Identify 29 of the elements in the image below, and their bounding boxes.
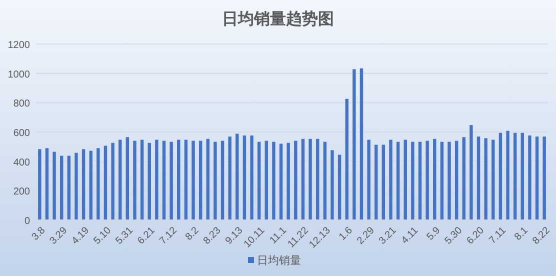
y-tick-label: 0 [24, 216, 30, 227]
x-tick-label: 7.11 [487, 224, 509, 246]
x-tick-label: 6.21 [136, 224, 158, 247]
x-tick-label: 8.2 [184, 224, 202, 243]
x-tick-label: 5.9 [424, 224, 443, 243]
x-tick-label: 5.30 [442, 224, 465, 247]
x-tick-label: 8.1 [512, 224, 531, 243]
x-tick-label: 4.19 [70, 224, 92, 247]
x-tick-label: 9.13 [224, 224, 246, 247]
y-tick-label: 200 [13, 186, 30, 198]
x-tick-label: 5.10 [92, 224, 114, 247]
x-tick-label: 8.23 [202, 224, 224, 247]
y-tick-label: 400 [13, 157, 30, 168]
y-tick-label: 1200 [8, 40, 30, 51]
x-tick-label: 5.31 [114, 224, 136, 247]
x-tick-label: 3.21 [377, 224, 399, 247]
x-tick-label: 6.20 [464, 224, 487, 247]
x-tick-label: 3.8 [30, 224, 48, 243]
x-tick-label: 8.22 [530, 224, 553, 247]
x-tick-label: 3.29 [48, 224, 70, 247]
x-tick-label: 1.6 [337, 224, 356, 243]
y-tick-label: 1000 [8, 69, 30, 80]
chart-title: 日均销量趋势图 [222, 10, 334, 28]
x-tick-label: 11.1 [268, 224, 290, 246]
x-tick-label: 7.12 [158, 224, 180, 247]
x-tick-label: 4.11 [400, 224, 421, 246]
y-tick-label: 800 [13, 98, 30, 110]
y-tick-label: 600 [13, 128, 30, 139]
legend-label: 日均销量 [257, 255, 301, 267]
